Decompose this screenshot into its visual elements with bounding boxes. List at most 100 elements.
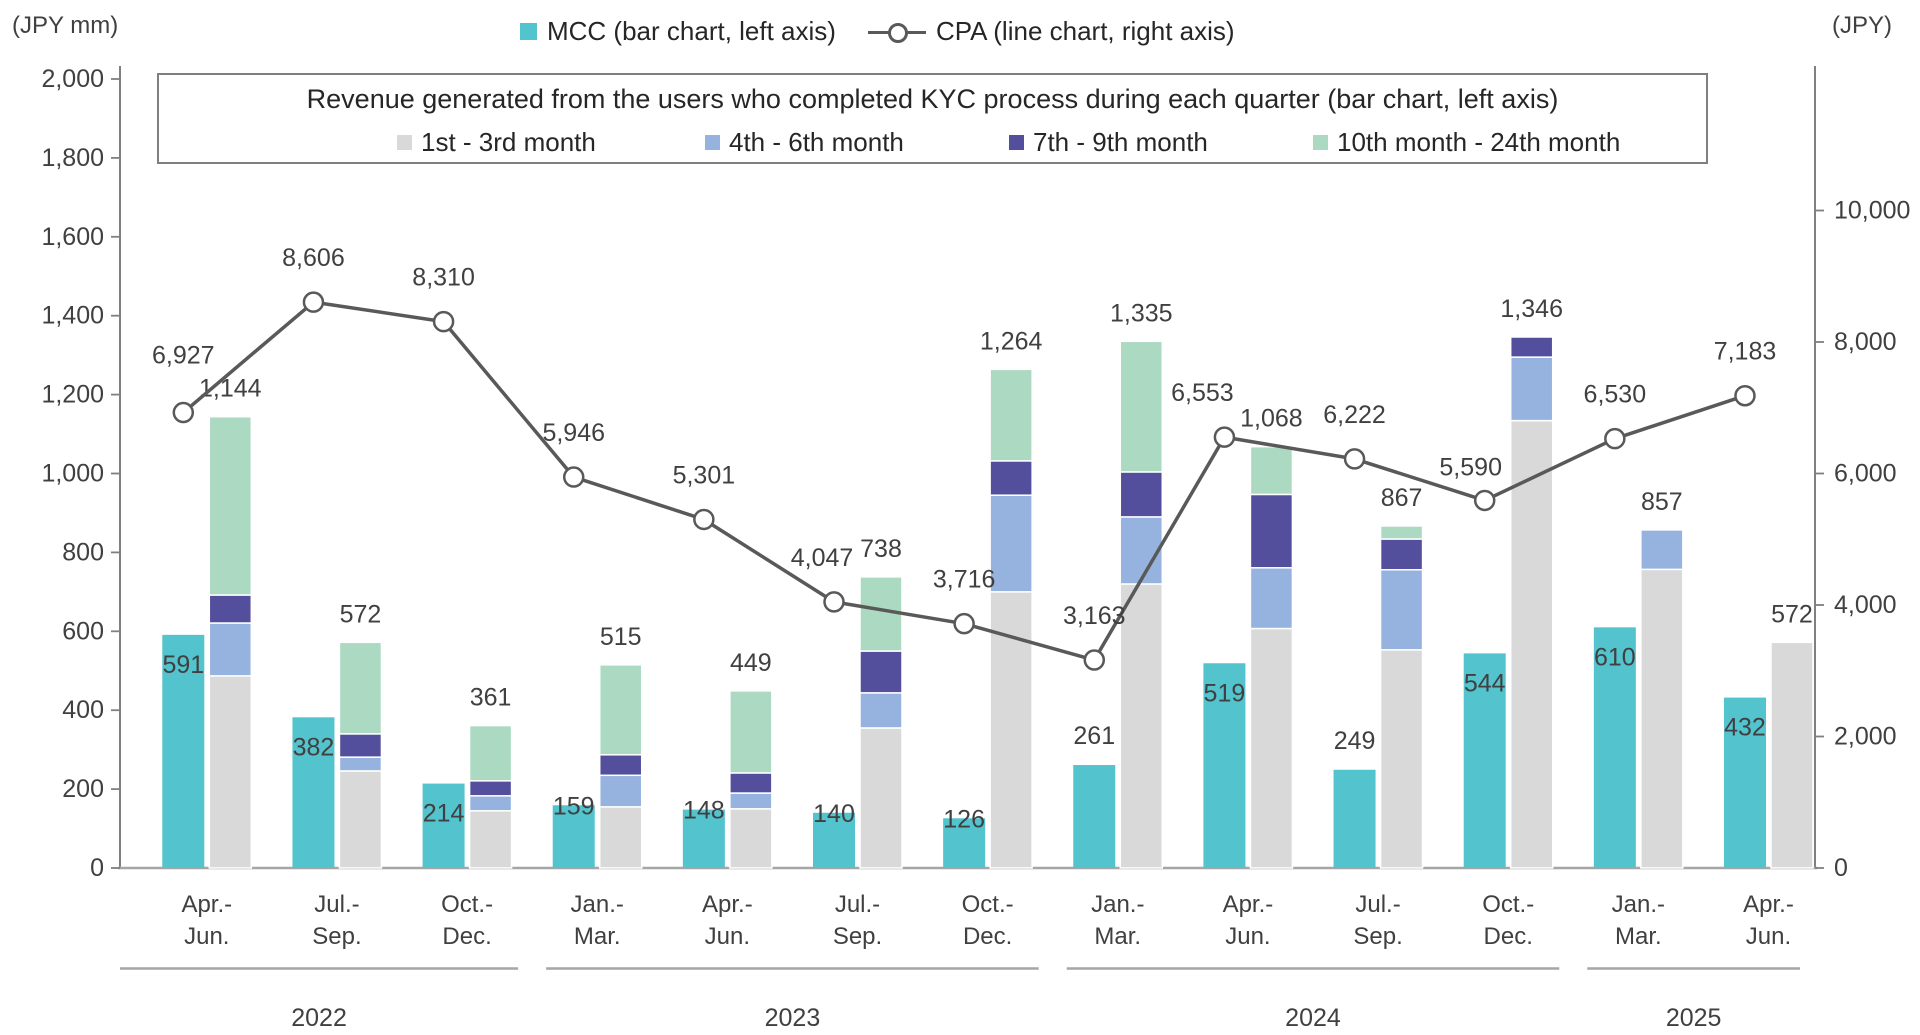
revenue-segment-m10_24-2024-q8 (1119, 340, 1164, 473)
revenue-total-label: 515 (600, 623, 642, 651)
revenue-segment-m4_6-2024-q9 (1249, 567, 1294, 630)
revenue-segment-m1_3-2023-q5 (729, 808, 773, 869)
revenue-total-label: 361 (470, 684, 512, 712)
left-axis-tick-label: 200 (62, 775, 104, 803)
cpa-value-label: 3,163 (1063, 602, 1126, 630)
revenue-segment-m4_6-2023-q4 (598, 774, 643, 808)
revenue-segment-m1_3-2025-q12 (1640, 568, 1684, 869)
revenue-segment-m4_6-2025-q12 (1640, 529, 1684, 571)
segment-4-6-label: 4th - 6th month (729, 127, 904, 157)
revenue-segment-m1_3-2023-q4 (598, 806, 643, 869)
legend-item-1st-3rd: 1st - 3rd month (397, 127, 596, 158)
revenue-segment-m7_9-2023-q4 (598, 754, 643, 777)
mcc-bar-2023-q6 (813, 812, 855, 868)
quarter-label-line2: Dec. (963, 923, 1012, 950)
cpa-line-marker-icon (867, 22, 926, 43)
cpa-value-label: 5,301 (673, 461, 736, 489)
legend-item-4th-6th: 4th - 6th month (705, 127, 904, 158)
revenue-segment-m1_3-2024-q9 (1249, 627, 1294, 869)
segment-1-3-label: 1st - 3rd month (421, 127, 596, 157)
revenue-segment-m7_9-2023-q6 (859, 650, 903, 694)
mcc-bar-2025-q12 (1593, 627, 1636, 868)
cpa-marker-2022-q1 (172, 401, 195, 424)
cpa-marker-2023-q6 (823, 591, 845, 613)
mcc-bar-2024-q9 (1203, 663, 1246, 868)
revenue-total-label: 1,068 (1240, 405, 1303, 433)
cpa-value-label: 7,183 (1714, 338, 1777, 366)
quarter-label-line1: Apr.- (702, 891, 753, 918)
cpa-value-label: 6,222 (1323, 401, 1386, 429)
quarter-label-line1: Apr.- (1223, 891, 1274, 918)
quarter-label-line2: Sep. (833, 923, 882, 950)
revenue-segment-m7_9-2024-q8 (1119, 471, 1164, 518)
revenue-segment-m4_6-2024-q8 (1119, 516, 1164, 585)
revenue-segment-m7_9-2022-q1 (208, 594, 253, 624)
cpa-value-label: 4,047 (791, 544, 854, 572)
mcc-bar-2025-q13 (1723, 697, 1766, 868)
revenue-segment-m10_24-2024-q9 (1249, 445, 1294, 496)
cpa-value-label: 5,946 (542, 419, 605, 447)
right-axis-tick-label: 2,000 (1834, 723, 1897, 751)
mcc-bar-2023-q5 (682, 809, 725, 868)
revenue-segment-m4_6-2024-q10 (1379, 569, 1424, 651)
quarter-label-line1: Oct.- (1482, 891, 1534, 918)
legend-item-mcc: MCC (bar chart, left axis) (520, 16, 836, 47)
left-axis-tick-label: 600 (62, 617, 104, 645)
left-axis-tick-label: 0 (90, 854, 104, 882)
revenue-total-label: 1,346 (1500, 295, 1563, 323)
left-axis-tick-label: 800 (62, 538, 104, 566)
cpa-value-label: 5,590 (1439, 453, 1502, 481)
quarter-label-line1: Apr.- (1743, 891, 1794, 918)
year-label: 2024 (1285, 1004, 1341, 1032)
cpa-value-label: 8,606 (282, 244, 345, 272)
cpa-marker-2023-q4 (562, 466, 585, 488)
revenue-segment-m7_9-2022-q3 (468, 780, 513, 797)
left-axis-tick-label: 1,800 (41, 144, 104, 172)
segment-7-9-label: 7th - 9th month (1033, 127, 1208, 157)
revenue-segment-m4_6-2022-q1 (208, 622, 253, 677)
quarter-label-line1: Oct.- (441, 891, 493, 918)
revenue-total-label: 867 (1381, 484, 1423, 512)
cpa-value-label: 6,927 (152, 342, 215, 370)
mcc-legend-label: MCC (bar chart, left axis) (547, 16, 836, 46)
cpa-marker-2024-q8 (1083, 649, 1106, 671)
left-axis-tick-label: 1,200 (41, 381, 104, 409)
quarter-label-line2: Sep. (1353, 923, 1402, 950)
revenue-segment-m4_6-2022-q3 (468, 795, 513, 812)
cpa-value-label: 8,310 (412, 264, 475, 292)
revenue-segment-m10_24-2023-q7 (989, 368, 1033, 462)
mcc-bar-2022-q3 (422, 783, 465, 868)
cpa-marker-2024-q9 (1213, 426, 1236, 448)
quarter-label-line1: Jul.- (1355, 891, 1400, 918)
revenue-segment-m4_6-2022-q2 (338, 756, 383, 772)
revenue-segment-m10_24-2022-q2 (338, 641, 383, 735)
mcc-value-label: 261 (1073, 722, 1115, 750)
revenue-segment-m1_3-2022-q1 (208, 675, 253, 869)
quarter-label-line2: Jun. (184, 923, 229, 950)
mcc-value-label: 159 (553, 792, 595, 820)
mcc-bar-2023-q4 (552, 805, 595, 868)
revenue-total-label: 1,144 (199, 375, 262, 403)
cpa-value-label: 6,553 (1171, 379, 1234, 407)
quarter-label-line1: Jul.- (835, 891, 880, 918)
revenue-segment-m4_6-2023-q7 (989, 494, 1033, 593)
revenue-segment-m1_3-2022-q3 (468, 810, 513, 869)
revenue-segment-m10_24-2023-q5 (729, 690, 773, 774)
revenue-total-label: 572 (1771, 600, 1813, 628)
right-axis-tick-label: 8,000 (1834, 328, 1897, 356)
quarter-label-line1: Jan.- (571, 891, 624, 918)
quarter-label-line2: Jun. (705, 923, 750, 950)
mcc-legend-swatch-icon (520, 23, 537, 40)
revenue-total-label: 449 (730, 649, 772, 677)
cpa-marker-2022-q2 (302, 291, 325, 313)
mcc-value-label: 519 (1204, 679, 1246, 707)
mcc-value-label: 610 (1594, 643, 1636, 671)
cpa-marker-2024-q10 (1343, 448, 1366, 470)
quarter-label-line2: Sep. (312, 923, 361, 950)
cpa-marker-2023-q5 (693, 508, 715, 531)
right-axis-tick-label: 10,000 (1834, 197, 1910, 225)
segment-4-6-swatch-icon (705, 135, 720, 150)
revenue-segment-m1_3-2024-q11 (1509, 419, 1554, 869)
